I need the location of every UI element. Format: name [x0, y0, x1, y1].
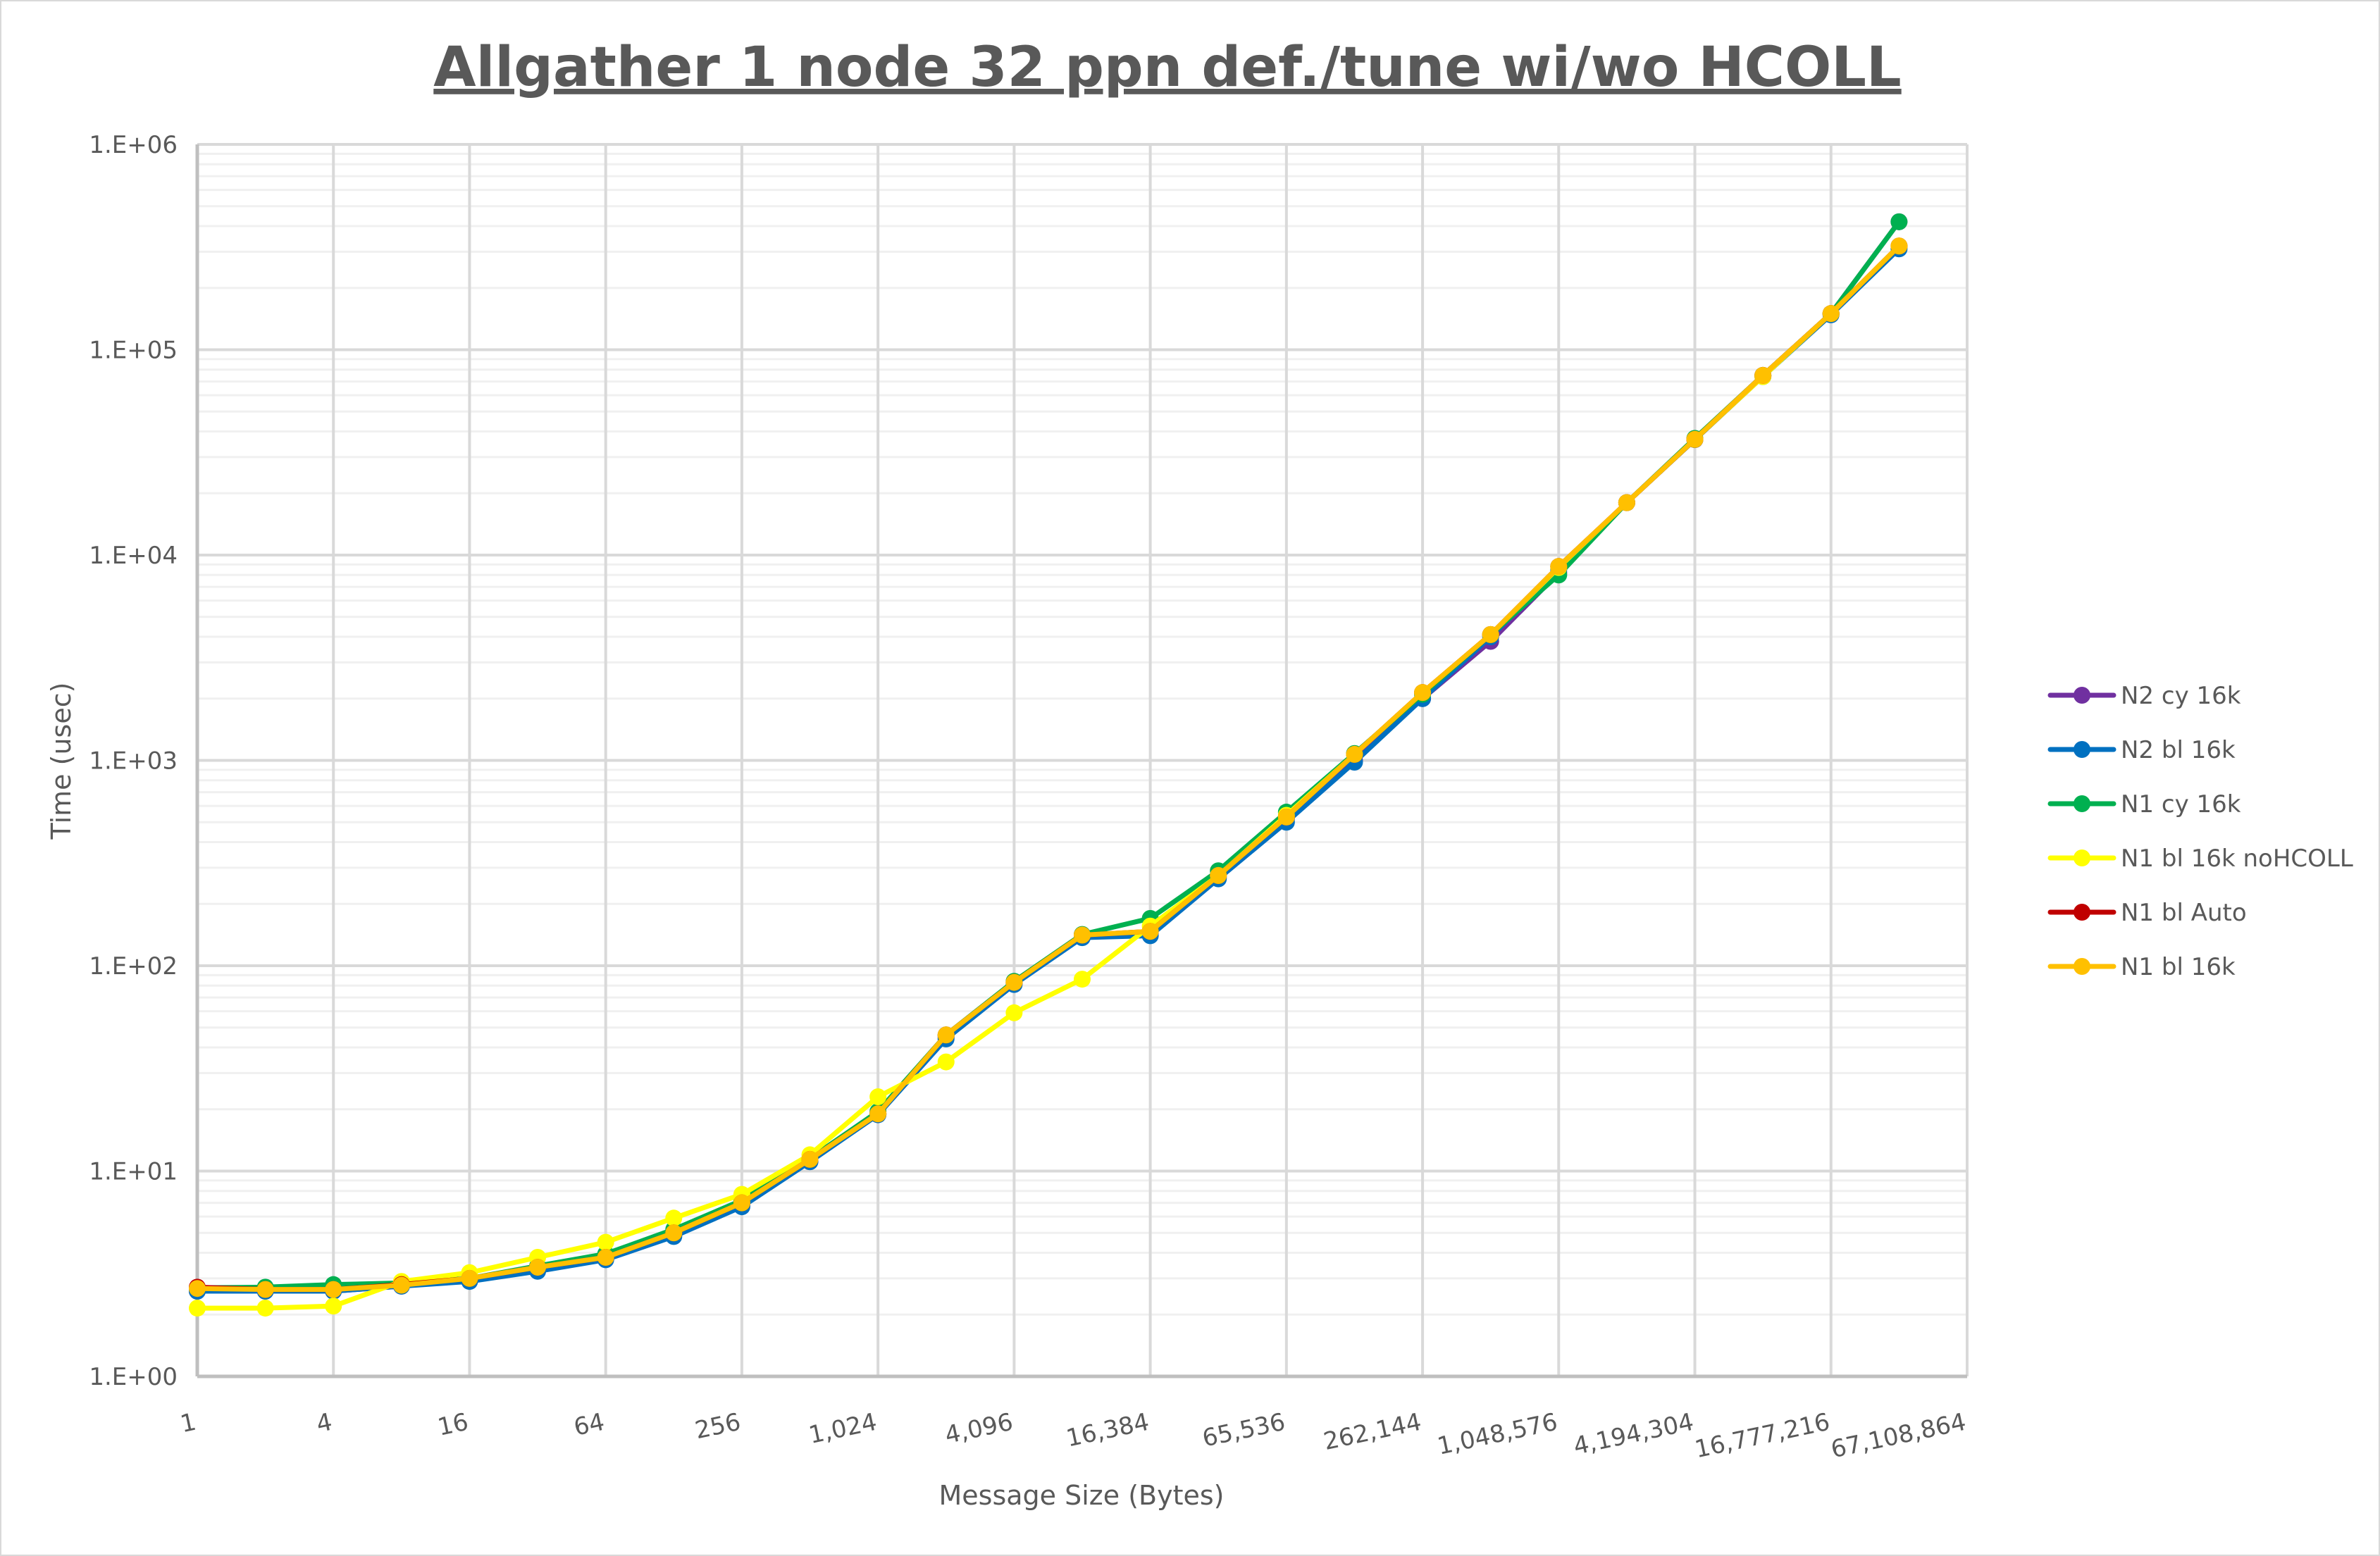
data-point[interactable] — [529, 1259, 547, 1276]
y-tick-label: 1.E+04 — [89, 542, 178, 570]
series-n1-cy-16k — [189, 213, 1908, 1297]
data-point[interactable] — [1074, 971, 1091, 988]
data-point[interactable] — [1618, 494, 1635, 511]
series-n2-cy-16k — [189, 213, 1908, 1300]
x-tick-label: 1,024 — [806, 1408, 879, 1450]
y-tick-label: 1.E+06 — [89, 131, 178, 159]
x-tick-label: 64 — [571, 1408, 607, 1442]
y-tick-label: 1.E+03 — [89, 747, 178, 776]
data-point[interactable] — [1550, 558, 1568, 575]
data-point[interactable] — [937, 1026, 955, 1044]
legend-label: N1 bl 16k — [2121, 953, 2236, 981]
data-point[interactable] — [325, 1281, 342, 1298]
legend-label: N2 bl 16k — [2121, 736, 2236, 764]
data-point[interactable] — [597, 1233, 614, 1251]
data-point[interactable] — [256, 1281, 274, 1298]
x-tick-label: 16,384 — [1064, 1408, 1152, 1453]
data-point[interactable] — [325, 1297, 342, 1315]
data-point[interactable] — [189, 1300, 206, 1317]
data-point[interactable] — [665, 1224, 683, 1242]
legend-item[interactable]: N1 cy 16k — [2047, 790, 2241, 819]
data-point[interactable] — [1686, 430, 1704, 448]
legend-label: N2 cy 16k — [2121, 682, 2241, 710]
x-tick-label: 262,144 — [1321, 1408, 1424, 1456]
y-tick-label: 1.E+00 — [89, 1363, 178, 1391]
x-tick-label: 4,096 — [943, 1408, 1016, 1450]
data-point[interactable] — [1754, 366, 1772, 384]
legend-item[interactable]: N1 bl Auto — [2047, 899, 2247, 927]
legend-item[interactable]: N1 bl 16k — [2047, 953, 2236, 981]
data-point[interactable] — [1277, 808, 1295, 826]
data-point[interactable] — [937, 1053, 955, 1071]
x-tick-label: 67,108,864 — [1828, 1408, 1969, 1464]
y-axis-ticks: 1.E+00 1.E+01 1.E+02 1.E+03 1.E+04 1.E+05 1.E+… — [89, 131, 178, 1391]
data-point[interactable] — [1890, 237, 1908, 255]
x-axis-ticks: 1 4 16 64 256 1,024 4,096 16,384 65,536 262,144 1,… — [178, 1408, 1968, 1464]
data-point[interactable] — [733, 1194, 750, 1212]
data-point[interactable] — [1005, 1004, 1023, 1021]
data-point[interactable] — [801, 1150, 819, 1168]
legend-label: N1 bl Auto — [2121, 899, 2247, 927]
data-point[interactable] — [1074, 926, 1091, 944]
data-point[interactable] — [869, 1105, 887, 1123]
data-point[interactable] — [1822, 305, 1840, 323]
legend-label: N1 cy 16k — [2121, 790, 2241, 819]
gridlines — [195, 143, 1969, 1378]
legend-item[interactable]: N2 cy 16k — [2047, 682, 2241, 710]
y-tick-label: 1.E+02 — [89, 952, 178, 981]
series-n1-bl-auto — [189, 237, 1908, 1298]
series-n1-bl-16k — [189, 237, 1908, 1298]
data-point[interactable] — [665, 1209, 683, 1227]
x-tick-label: 256 — [693, 1408, 743, 1445]
data-point[interactable] — [597, 1248, 614, 1266]
x-tick-label: 16 — [435, 1408, 471, 1442]
data-point[interactable] — [1890, 213, 1908, 230]
data-point[interactable] — [189, 1280, 206, 1297]
data-point[interactable] — [1210, 866, 1227, 884]
x-tick-label: 4 — [314, 1408, 335, 1439]
x-tick-label: 65,536 — [1200, 1408, 1288, 1453]
x-tick-label: 1,048,576 — [1435, 1408, 1561, 1461]
chart-title: Allgather 1 node 32 ppn def./tune wi/wo … — [433, 36, 1901, 99]
y-tick-label: 1.E+05 — [89, 337, 178, 365]
data-point[interactable] — [392, 1276, 410, 1294]
data-point[interactable] — [461, 1269, 478, 1287]
y-axis-label: Time (usec) — [46, 683, 77, 840]
y-tick-label: 1.E+01 — [89, 1158, 178, 1186]
data-point[interactable] — [1414, 684, 1432, 702]
data-point[interactable] — [256, 1300, 274, 1317]
x-tick-label: 4,194,304 — [1571, 1408, 1697, 1461]
x-tick-label: 16,777,216 — [1692, 1408, 1833, 1464]
legend-item[interactable]: N2 bl 16k — [2047, 736, 2236, 764]
data-point[interactable] — [1346, 745, 1363, 763]
data-point[interactable] — [1005, 973, 1023, 991]
data-point[interactable] — [869, 1088, 887, 1106]
series-n1-bl-16k-nohcoll — [189, 237, 1908, 1317]
x-tick-label: 1 — [178, 1408, 198, 1439]
series-lines — [189, 213, 1908, 1317]
x-axis-label: Message Size (Bytes) — [939, 1480, 1225, 1511]
data-point[interactable] — [1482, 625, 1499, 643]
legend: N2 cy 16k N2 bl 16k N1 cy 16k N1 bl 16k noH… — [2047, 682, 2353, 981]
data-point[interactable] — [1141, 923, 1159, 940]
legend-label: N1 bl 16k noHCOLL — [2121, 845, 2353, 873]
legend-item[interactable]: N1 bl 16k noHCOLL — [2047, 845, 2353, 873]
